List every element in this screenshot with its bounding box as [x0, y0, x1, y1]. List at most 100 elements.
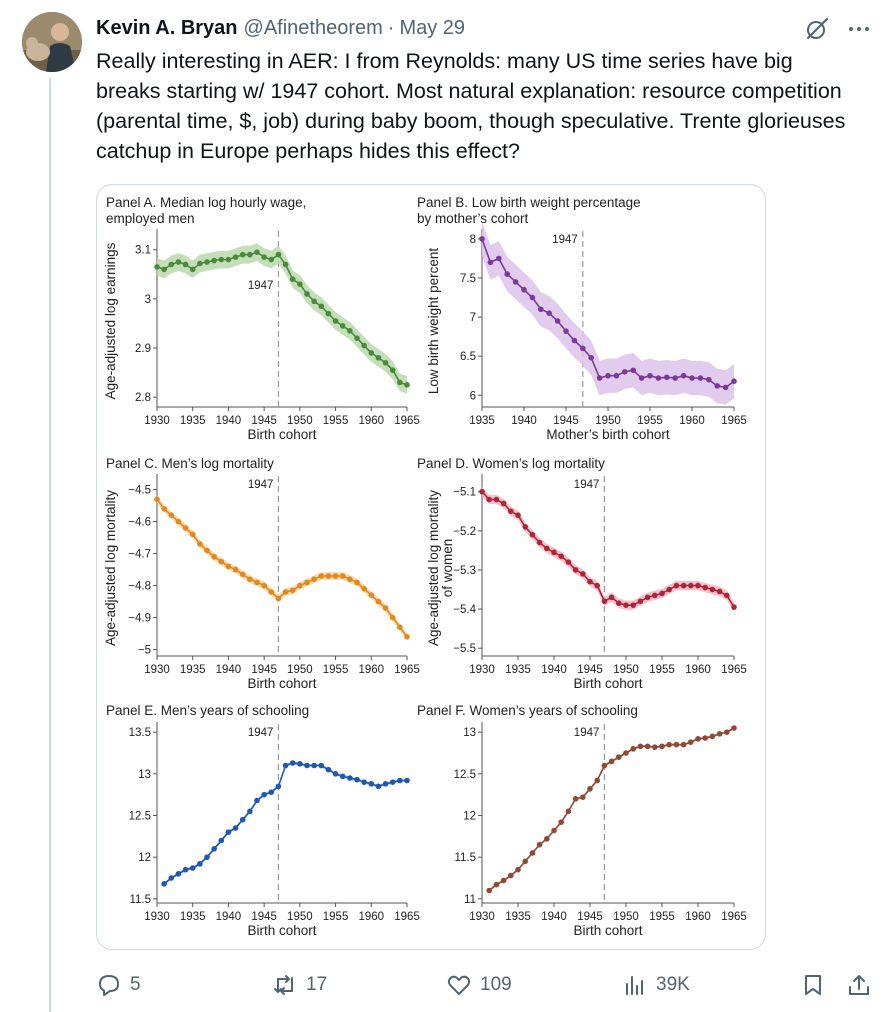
data-point [479, 488, 485, 495]
y-axis-label: Age-adjusted log earnings [103, 242, 118, 399]
data-point [622, 369, 628, 375]
data-point [529, 850, 536, 856]
data-point [588, 354, 594, 361]
data-point [304, 579, 310, 586]
action-bar: 5 17 109 39K [0, 966, 896, 1004]
data-point [218, 256, 225, 263]
data-point [673, 741, 680, 748]
y-tick-label: 12.5 [454, 769, 476, 781]
data-point [189, 865, 196, 871]
y-tick-label: −4.6 [128, 517, 151, 529]
views-icon [626, 976, 643, 995]
y-tick-label: 11.5 [454, 852, 476, 864]
avatar[interactable] [22, 12, 82, 72]
data-point [666, 586, 672, 593]
data-point [311, 298, 317, 305]
x-tick-label: 1965 [721, 415, 747, 427]
x-tick-label: 1955 [323, 911, 349, 923]
data-point [275, 251, 282, 258]
data-point [659, 743, 665, 750]
chart-panel-f: Panel F. Women’s years of schooling 1930 1… [417, 703, 747, 938]
chart-title: Panel D. Women’s log mortality [417, 456, 605, 471]
chart-image[interactable]: Panel A. Median log hourly wage, employed… [96, 184, 766, 950]
break-label: 1947 [552, 234, 578, 246]
data-point [282, 762, 289, 769]
views-button[interactable]: 39K [622, 966, 690, 1004]
data-point [644, 594, 651, 601]
tweet-date[interactable]: May 29 [399, 16, 466, 39]
more-icon[interactable] [846, 16, 872, 42]
data-point [211, 257, 217, 264]
data-point [154, 496, 160, 503]
data-point [515, 512, 521, 518]
confidence-band [164, 761, 407, 886]
x-tick-label: 1965 [394, 664, 420, 676]
grok-icon[interactable] [804, 16, 830, 42]
data-point [254, 249, 260, 255]
data-point [702, 584, 708, 591]
data-point [225, 563, 232, 570]
y-tick-label: 3 [145, 294, 151, 306]
data-point [161, 266, 167, 273]
data-point [538, 306, 544, 313]
data-point [601, 598, 608, 605]
data-point [354, 776, 360, 783]
data-point [652, 744, 658, 750]
data-point [204, 854, 210, 860]
y-tick-label: 2.9 [135, 343, 151, 355]
x-tick-label: 1945 [577, 911, 603, 923]
author-name[interactable]: Kevin A. Bryan [96, 16, 238, 39]
data-point [175, 518, 182, 525]
data-point [500, 877, 507, 884]
y-tick-label: −4.8 [128, 581, 151, 593]
data-point [375, 355, 382, 361]
data-point [289, 587, 296, 594]
data-point [508, 508, 514, 515]
reply-button[interactable]: 5 [96, 966, 141, 1004]
data-point [168, 875, 175, 881]
x-tick-label: 1935 [505, 664, 531, 676]
retweet-button[interactable]: 17 [272, 966, 327, 1004]
tweet-text: Really interesting in AER: I from Reynol… [96, 49, 846, 163]
x-tick-label: 1960 [358, 415, 384, 427]
x-tick-label: 1950 [613, 911, 639, 923]
data-point [522, 858, 528, 865]
data-point [486, 887, 493, 894]
data-point [608, 758, 615, 765]
data-point [601, 762, 608, 769]
data-point [339, 573, 346, 579]
share-button[interactable] [846, 966, 880, 1004]
data-point [318, 573, 325, 579]
x-tick-label: 1950 [287, 664, 313, 676]
confidence-band [482, 221, 734, 405]
data-point [225, 256, 232, 263]
y-axis-label: of women [440, 539, 455, 598]
y-tick-label: −4.7 [128, 549, 151, 561]
series-line [156, 498, 408, 638]
data-point [397, 379, 403, 386]
data-point [289, 276, 296, 283]
x-tick-label: 1935 [180, 911, 206, 923]
like-button[interactable]: 109 [446, 966, 512, 1004]
chart-panel-e: Panel E. Men’s years of schooling 1930 193… [106, 703, 420, 938]
data-point [368, 350, 375, 356]
data-point [688, 582, 694, 589]
chart-panel-d: Panel D. Women’s log mortality 1930 1935 19… [417, 456, 747, 691]
data-point [404, 777, 410, 784]
author-handle[interactable]: @Afinetheorem [243, 16, 383, 39]
bookmark-button[interactable] [800, 966, 834, 1004]
y-tick-label: 7.5 [460, 273, 476, 285]
data-point [724, 592, 730, 599]
data-point [487, 259, 494, 266]
y-axis-label: Low birth weight percent [426, 248, 441, 395]
y-tick-label: −5.5 [453, 643, 476, 655]
data-point [605, 372, 611, 379]
like-icon [447, 975, 471, 995]
data-point [551, 827, 557, 834]
x-tick-label: 1930 [144, 664, 170, 676]
data-point [247, 808, 253, 815]
data-point [637, 743, 644, 750]
data-point [197, 260, 203, 267]
data-point [397, 624, 403, 630]
x-tick-label: 1945 [553, 415, 579, 427]
